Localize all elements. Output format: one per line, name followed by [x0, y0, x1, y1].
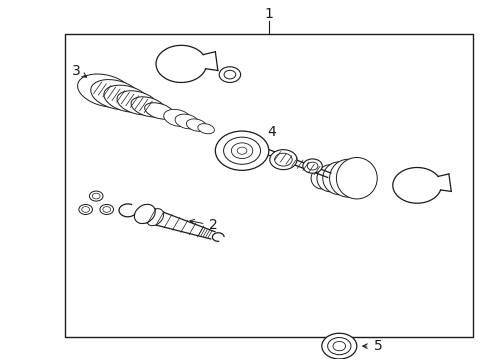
Circle shape — [79, 204, 92, 215]
Ellipse shape — [163, 109, 191, 126]
Text: 3: 3 — [72, 64, 81, 78]
Text: 2: 2 — [208, 218, 217, 231]
Ellipse shape — [91, 80, 141, 110]
Ellipse shape — [198, 123, 214, 134]
Ellipse shape — [186, 119, 206, 131]
Circle shape — [102, 207, 110, 212]
Text: 5: 5 — [373, 339, 382, 353]
Ellipse shape — [310, 167, 332, 189]
Circle shape — [302, 159, 322, 173]
Ellipse shape — [336, 157, 376, 199]
Circle shape — [231, 143, 252, 158]
Text: 4: 4 — [266, 125, 275, 139]
Bar — [64, 33, 472, 337]
Circle shape — [224, 70, 235, 79]
Circle shape — [100, 204, 113, 215]
Circle shape — [215, 131, 268, 170]
Ellipse shape — [134, 204, 155, 224]
Ellipse shape — [103, 85, 149, 112]
Circle shape — [92, 193, 100, 199]
Ellipse shape — [175, 114, 199, 129]
Ellipse shape — [117, 91, 158, 115]
Circle shape — [223, 137, 260, 164]
Circle shape — [327, 338, 350, 355]
Circle shape — [81, 207, 89, 212]
Circle shape — [321, 333, 356, 359]
Ellipse shape — [144, 103, 173, 119]
Circle shape — [269, 150, 296, 170]
Ellipse shape — [322, 162, 355, 195]
Ellipse shape — [131, 97, 165, 117]
Ellipse shape — [316, 165, 344, 192]
Circle shape — [219, 67, 240, 82]
Ellipse shape — [78, 74, 132, 107]
Circle shape — [89, 191, 103, 201]
Ellipse shape — [329, 159, 366, 197]
Circle shape — [274, 153, 291, 166]
Text: 1: 1 — [264, 7, 273, 21]
Circle shape — [237, 147, 246, 154]
Circle shape — [332, 342, 345, 351]
Ellipse shape — [146, 209, 163, 226]
Circle shape — [306, 162, 317, 170]
